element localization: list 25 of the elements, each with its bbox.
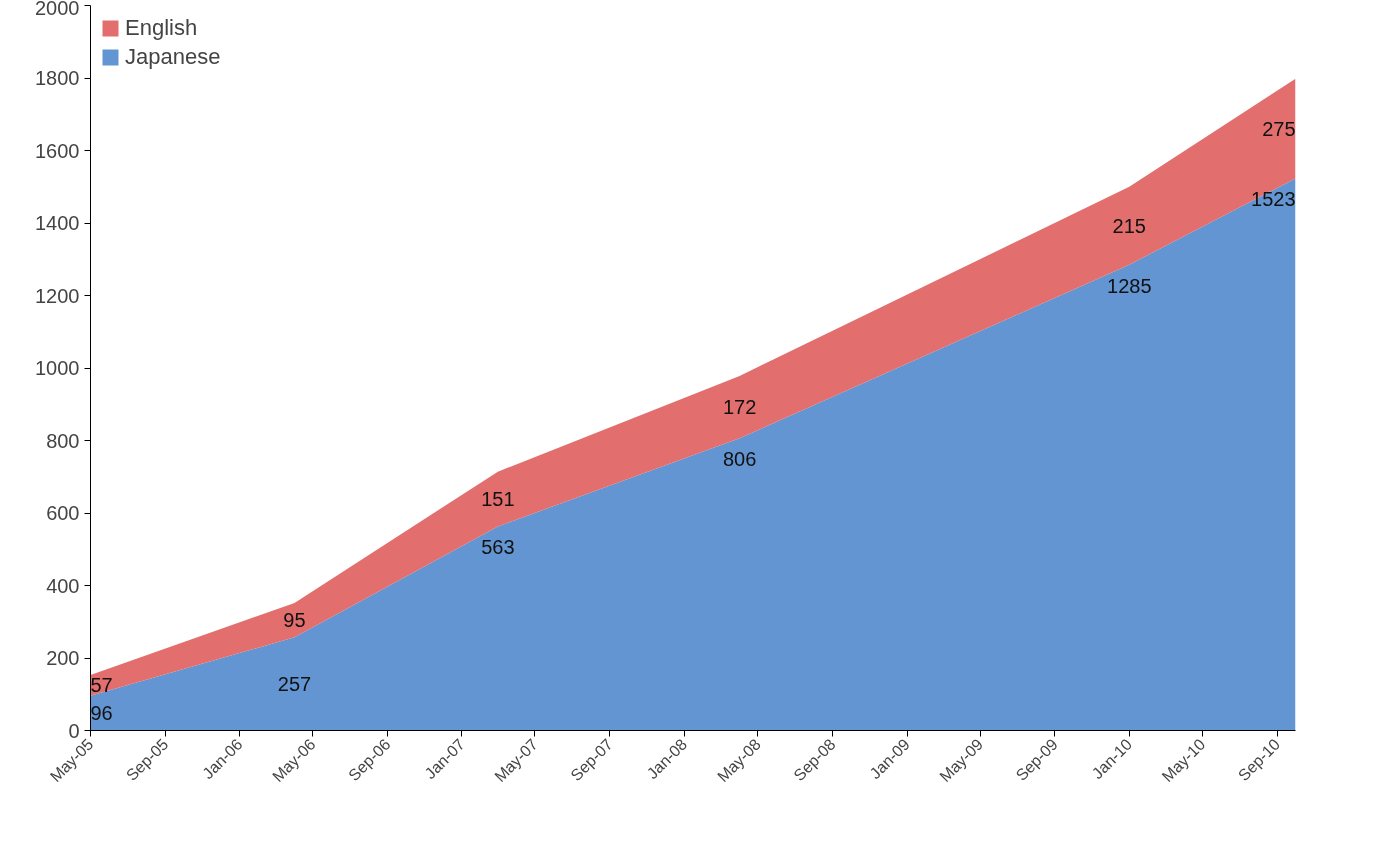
legend-label: Japanese [125,44,221,70]
data-label: 257 [277,672,312,695]
data-label: 215 [1112,214,1146,237]
data-label: 57 [90,674,113,697]
y-tick-label: 400 [46,574,80,597]
data-label: 96 [90,702,113,725]
data-label: 806 [722,448,757,471]
y-tick-label: 1000 [35,357,80,379]
data-label: 1285 [1107,274,1152,297]
y-tick-label: 200 [46,647,80,669]
y-tick-label: 800 [46,429,80,452]
y-tick-label: 1200 [35,284,80,307]
legend-label: English [125,15,198,41]
data-label: 95 [283,609,306,632]
data-label: 172 [722,396,757,419]
y-tick-label: 2000 [35,0,80,19]
data-label: 151 [481,488,515,511]
data-label: 563 [481,536,515,559]
y-tick-label: 1600 [35,139,80,162]
y-tick-label: 600 [46,502,80,524]
y-tick-label: 1800 [35,67,80,89]
y-tick-label: 0 [68,719,80,742]
data-label: 275 [1262,117,1296,140]
y-tick-label: 1400 [35,212,80,234]
data-label: 1523 [1251,188,1296,211]
